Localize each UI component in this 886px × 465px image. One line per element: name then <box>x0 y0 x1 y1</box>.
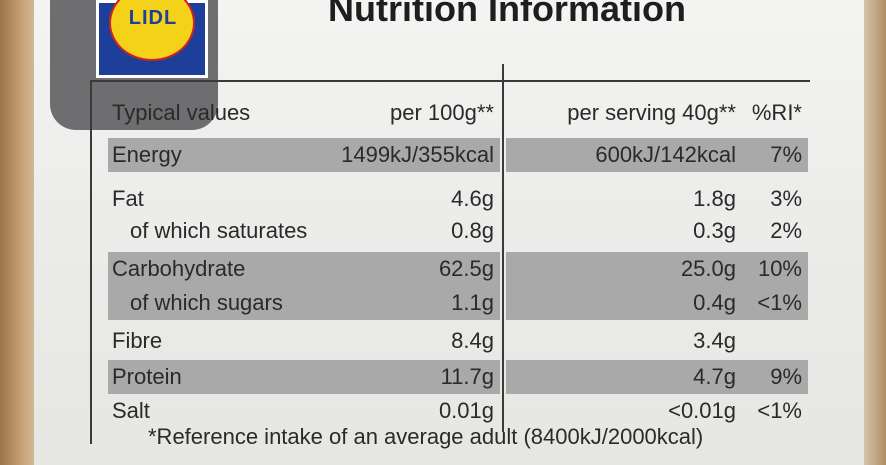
row-ri: 10% <box>757 256 802 281</box>
row-serving: 0.4g <box>693 290 736 315</box>
header-ri: %RI* <box>751 100 802 125</box>
table-header-row: Typical values per 100g** per serving 40… <box>108 96 808 130</box>
row-name: Fibre <box>112 328 163 353</box>
row-per100: 8.4g <box>451 328 494 353</box>
row-per100: 1499kJ/355kcal <box>341 142 494 167</box>
row-name: Fat <box>112 186 144 211</box>
row-serving: 1.8g <box>693 186 736 211</box>
row-name: Carbohydrate <box>112 256 246 281</box>
packaging-edge-right <box>860 0 886 465</box>
table-row: Fat 4.6g 1.8g 3% <box>108 182 808 216</box>
row-ri: 3% <box>770 186 802 211</box>
row-serving: 3.4g <box>693 328 736 353</box>
row-ri: 2% <box>770 218 802 243</box>
row-ri: 9% <box>770 364 802 389</box>
row-serving: 4.7g <box>693 364 736 389</box>
logo-yellow-circle <box>109 0 195 61</box>
table-row: of which sugars 1.1g 0.4g <1% <box>108 286 808 320</box>
row-per100: 0.01g <box>438 398 494 423</box>
header-typical-values: Typical values <box>112 100 251 125</box>
table-row: Energy 1499kJ/355kcal 600kJ/142kcal 7% <box>108 138 808 172</box>
reference-intake-footnote: *Reference intake of an average adult (8… <box>148 424 704 449</box>
packaging-edge-left <box>0 0 40 465</box>
row-per100: 4.6g <box>451 186 494 211</box>
row-name: of which saturates <box>130 218 308 243</box>
row-name: of which sugars <box>130 290 283 315</box>
row-name: Protein <box>112 364 182 389</box>
row-serving: 600kJ/142kcal <box>595 142 736 167</box>
row-serving: 25.0g <box>680 256 736 281</box>
table-row: Salt 0.01g <0.01g <1% <box>108 394 808 428</box>
row-serving: 0.3g <box>693 218 736 243</box>
logo-text: LIDL <box>128 7 178 29</box>
nutrition-table-frame <box>90 80 810 444</box>
header-per-serving: per serving 40g** <box>567 100 736 125</box>
row-name: Salt <box>112 398 150 423</box>
row-per100: 1.1g <box>451 290 494 315</box>
row-ri: 7% <box>770 142 802 167</box>
table-row: Fibre 8.4g 3.4g <box>108 324 808 358</box>
row-name: Energy <box>112 142 182 167</box>
header-per-100g: per 100g** <box>390 100 494 125</box>
row-serving: <0.01g <box>668 398 736 423</box>
table-row: Protein 11.7g 4.7g 9% <box>108 360 808 394</box>
row-per100: 11.7g <box>440 364 494 389</box>
table-row: Carbohydrate 62.5g 25.0g 10% <box>108 252 808 286</box>
row-ri: <1% <box>757 290 802 315</box>
table-row: of which saturates 0.8g 0.3g 2% <box>108 214 808 248</box>
row-per100: 0.8g <box>451 218 494 243</box>
column-divider <box>502 64 504 432</box>
row-per100: 62.5g <box>438 256 494 281</box>
lidl-logo: LIDL <box>96 0 208 78</box>
label-title: Nutrition Information <box>328 0 686 29</box>
row-ri: <1% <box>757 398 802 423</box>
